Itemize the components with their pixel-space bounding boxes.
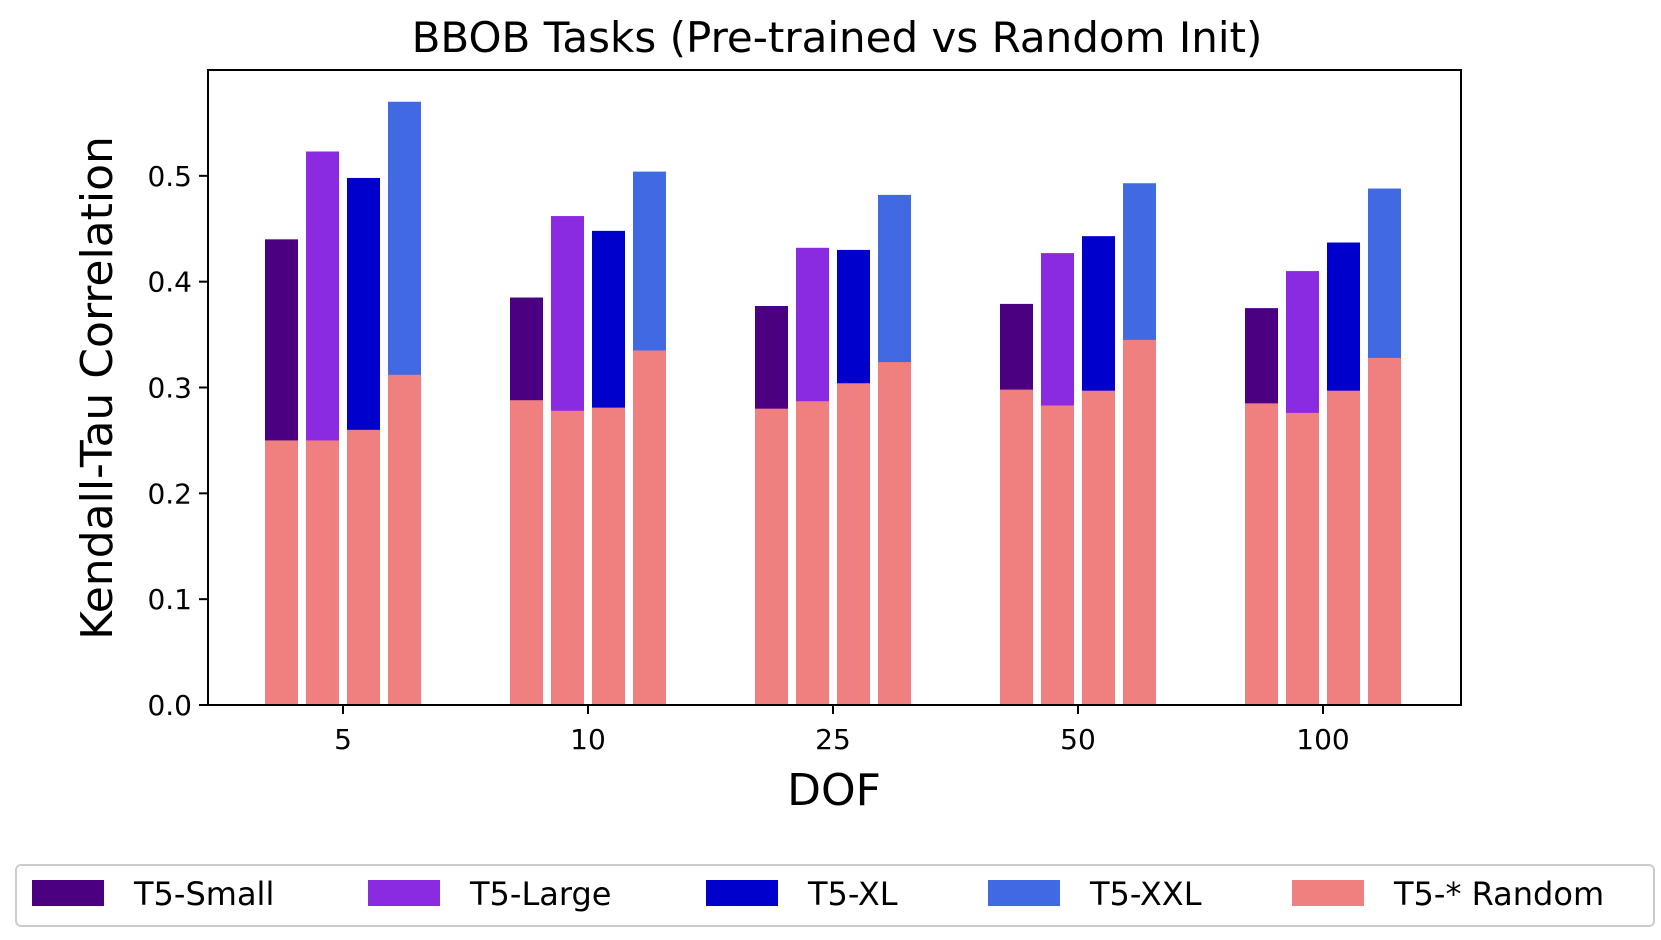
legend: T5-Small T5-Large T5-XL T5-XXL T5-* Random [15,864,1655,927]
x-axis-label: DOF [787,765,881,816]
y-tick-label: 0.3 [147,372,192,405]
bar-random-t5-xxl-100 [1368,357,1401,705]
bar-random-t5-large-50 [1041,405,1074,705]
x-tick-label: 10 [570,723,606,756]
legend-items: T5-Small T5-Large T5-XL T5-XXL T5-* Random [32,875,1604,913]
bar-random-t5-xl-50 [1082,390,1115,705]
bar-random-t5-small-10 [510,400,543,705]
y-tick-label: 0.2 [147,477,192,510]
bar-random-t5-small-5 [265,440,298,705]
bar-random-t5-small-100 [1245,403,1278,705]
legend-swatch-t5-random [1292,880,1364,906]
legend-swatch-t5-xl [706,880,778,906]
y-tick-label: 0.4 [147,266,192,299]
y-tick-label: 0.0 [147,689,192,722]
bar-random-t5-small-25 [755,408,788,705]
bars-layer [265,101,1401,706]
bar-random-t5-xl-100 [1327,390,1360,705]
bar-random-t5-xxl-50 [1123,339,1156,705]
y-tick-label: 0.1 [147,583,192,616]
legend-swatch-t5-xxl [988,880,1060,906]
x-tick-label: 5 [334,723,352,756]
bar-random-t5-large-25 [796,401,829,705]
legend-swatch-t5-small [32,880,104,906]
y-axis: 0.0 0.1 0.2 0.3 0.4 0.5 [147,160,208,722]
legend-label: T5-XXL [1089,875,1202,913]
legend-label: T5-* Random [1393,875,1604,913]
bar-random-t5-small-50 [1000,389,1033,705]
x-axis: 5 10 25 50 100 [334,705,1350,756]
bar-random-t5-xxl-5 [388,374,421,705]
bar-random-t5-large-100 [1286,412,1319,705]
x-tick-label: 100 [1296,723,1349,756]
legend-label: T5-Small [133,875,274,913]
y-axis-label: Kendall-Tau Correlation [72,136,123,640]
legend-label: T5-XL [807,875,898,913]
legend-label: T5-Large [469,875,611,913]
bar-random-t5-xxl-10 [633,350,666,705]
y-tick-label: 0.5 [147,160,192,193]
bar-random-t5-large-10 [551,410,584,705]
x-tick-label: 50 [1060,723,1096,756]
bar-random-t5-xl-25 [837,383,870,705]
x-tick-label: 25 [815,723,851,756]
bar-random-t5-xl-5 [347,429,380,705]
legend-swatch-t5-large [368,880,440,906]
bar-random-t5-large-5 [306,440,339,705]
bar-random-t5-xxl-25 [878,362,911,705]
chart-title: BBOB Tasks (Pre-trained vs Random Init) [412,13,1263,62]
bar-random-t5-xl-10 [592,407,625,705]
